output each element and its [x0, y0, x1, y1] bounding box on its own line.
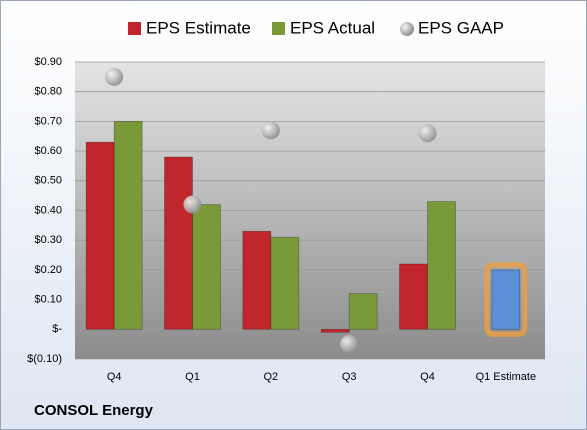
y-tick-label: $0.80: [34, 86, 62, 98]
y-tick-label: $-: [52, 323, 62, 335]
x-tick-label: Q1: [185, 371, 200, 383]
y-tick-label: $0.30: [34, 234, 62, 246]
x-tick-label: Q4: [420, 371, 435, 383]
y-tick-label: $0.70: [34, 115, 62, 127]
bar: [164, 156, 193, 330]
bar: [348, 293, 378, 330]
legend-marker: [272, 22, 285, 35]
y-tick-label: $0.20: [34, 264, 62, 276]
gaap-marker: [105, 67, 124, 86]
y-tick-label: $(0.10): [27, 353, 62, 365]
y-tick-label: $0.50: [34, 175, 62, 187]
bar: [113, 121, 143, 330]
x-tick-label: Q1 Estimate: [476, 371, 537, 383]
y-tick-label: $0.60: [34, 145, 62, 157]
y-tick-label: $0.40: [34, 204, 62, 216]
y-tick-label: $0.90: [34, 56, 62, 68]
gaap-marker: [340, 335, 359, 354]
bar: [242, 230, 272, 330]
x-tick-label: Q3: [342, 371, 357, 383]
gaap-marker: [418, 124, 437, 143]
legend-text: EPS Estimate: [146, 18, 251, 37]
bar: [399, 263, 428, 330]
chart-title: CONSOL Energy: [34, 402, 154, 419]
legend-text: EPS Actual: [290, 18, 375, 37]
x-tick-label: Q2: [263, 371, 278, 383]
y-tick-label: $0.10: [34, 294, 62, 306]
bar: [85, 141, 115, 330]
gaap-marker: [261, 121, 280, 140]
legend-text: EPS GAAP: [418, 18, 504, 37]
gaap-marker: [183, 195, 202, 214]
bar: [192, 204, 221, 330]
x-tick-label: Q4: [107, 371, 122, 383]
bar: [491, 269, 521, 330]
bar: [427, 201, 456, 330]
bar: [320, 328, 350, 333]
legend-marker: [128, 22, 141, 35]
legend-marker: [400, 22, 414, 36]
forecast-glow: [484, 262, 528, 337]
bar: [270, 236, 300, 330]
